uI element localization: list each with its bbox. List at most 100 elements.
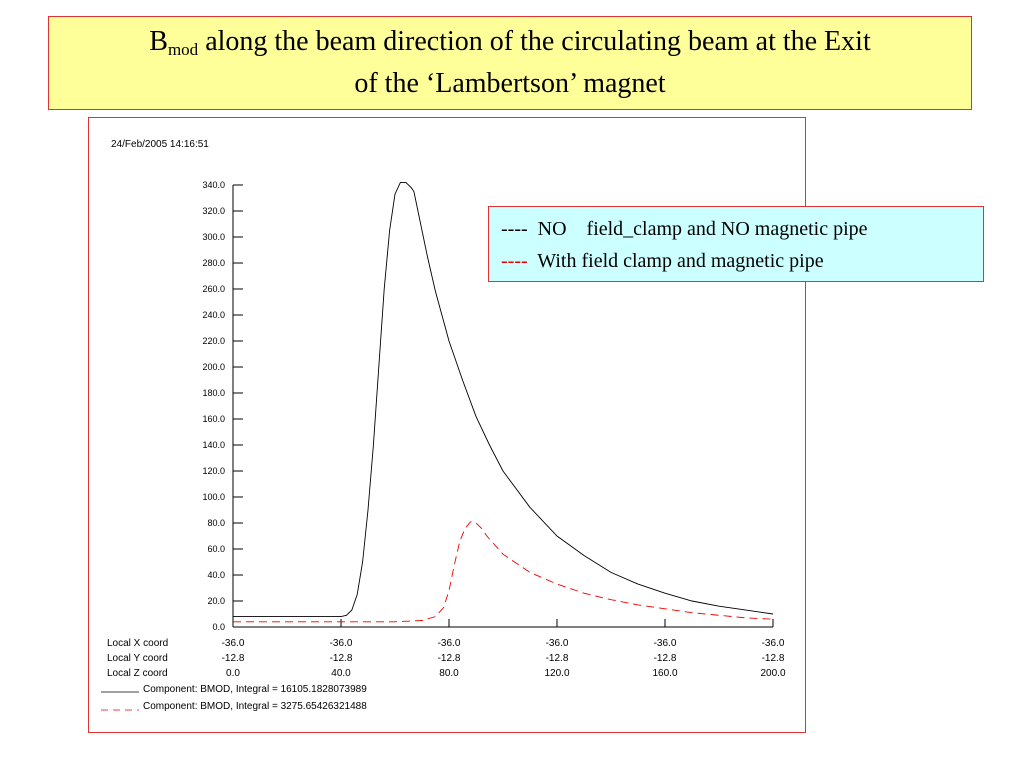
data-point: [400, 182, 401, 183]
y-tick-label: 200.0: [202, 362, 225, 372]
data-point: [232, 621, 233, 622]
data-point: [421, 230, 422, 231]
data-point: [378, 366, 379, 367]
coord-value: 120.0: [544, 668, 569, 679]
data-point: [427, 256, 428, 257]
data-point: [745, 617, 746, 618]
data-point: [475, 416, 476, 417]
component-label-black: Component: BMOD, Integral = 16105.182807…: [143, 684, 367, 695]
y-tick-label: 240.0: [202, 310, 225, 320]
coord-value: -12.8: [222, 653, 245, 664]
data-point: [367, 509, 368, 510]
data-point: [454, 564, 455, 565]
data-point: [465, 528, 466, 529]
coord-row-label: Local X coord: [107, 638, 168, 649]
data-point: [346, 615, 347, 616]
legend-label-black: NO field_clamp and NO magnetic pipe: [537, 218, 868, 240]
coord-value: -36.0: [330, 638, 353, 649]
data-point: [416, 204, 417, 205]
data-point: [394, 194, 395, 195]
data-point: [286, 616, 287, 617]
coord-value: -36.0: [222, 638, 245, 649]
y-tick-label: 340.0: [202, 180, 225, 190]
legend-label-red: With field clamp and magnetic pipe: [537, 250, 824, 272]
y-tick-label: 320.0: [202, 206, 225, 216]
y-tick-label: 160.0: [202, 414, 225, 424]
legend-item-red: ---- With field clamp and magnetic pipe: [501, 245, 983, 277]
title-subscript: mod: [167, 40, 199, 59]
data-point: [384, 288, 385, 289]
legend-item-black: ---- NO field_clamp and NO magnetic pipe: [501, 213, 983, 245]
coord-value: -12.8: [438, 653, 461, 664]
data-point: [745, 610, 746, 611]
data-point: [435, 291, 436, 292]
timestamp: 24/Feb/2005 14:16:51: [111, 139, 209, 150]
data-point: [459, 541, 460, 542]
data-point: [637, 584, 638, 585]
y-tick-label: 140.0: [202, 440, 225, 450]
coord-value: -12.8: [546, 653, 569, 664]
data-point: [486, 535, 487, 536]
data-point: [481, 528, 482, 529]
y-tick-label: 260.0: [202, 284, 225, 294]
data-point: [232, 616, 233, 617]
data-point: [502, 554, 503, 555]
legend: ---- NO field_clamp and NO magnetic pipe…: [488, 206, 984, 282]
y-tick-label: 0.0: [212, 622, 225, 632]
coord-value: 200.0: [760, 668, 785, 679]
data-point: [556, 535, 557, 536]
data-point: [556, 584, 557, 585]
coord-value: 80.0: [439, 668, 459, 679]
title-symbol: B: [149, 26, 168, 57]
data-point: [502, 470, 503, 471]
coord-value: -12.8: [654, 653, 677, 664]
coord-value: -36.0: [546, 638, 569, 649]
data-point: [448, 340, 449, 341]
data-point: [411, 187, 412, 188]
coord-value: 40.0: [331, 668, 351, 679]
data-point: [413, 191, 414, 192]
coord-value: 0.0: [226, 668, 240, 679]
chart: 24/Feb/2005 14:16:51 0.0 20.0 40.0 60.0 80.0 1…: [101, 139, 786, 712]
data-point: [443, 607, 444, 608]
coord-value: -36.0: [654, 638, 677, 649]
y-tick-label: 300.0: [202, 232, 225, 242]
y-tick-label: 60.0: [207, 544, 225, 554]
data-point: [475, 522, 476, 523]
data-point: [529, 507, 530, 508]
legend-dash-red: ----: [501, 250, 528, 272]
data-point: [421, 620, 422, 621]
data-point: [664, 593, 665, 594]
coord-value: 160.0: [652, 668, 677, 679]
data-point: [357, 594, 358, 595]
data-point: [691, 600, 692, 601]
coord-value: -12.8: [330, 653, 353, 664]
coord-value: -12.8: [762, 653, 785, 664]
data-point: [405, 182, 406, 183]
component-label-red: Component: BMOD, Integral = 3275.6542632…: [143, 701, 367, 712]
data-point: [462, 379, 463, 380]
data-point: [610, 572, 611, 573]
coord-row-label: Local Z coord: [107, 668, 168, 679]
y-tick-label: 180.0: [202, 388, 225, 398]
legend-dash-black: ----: [501, 218, 528, 240]
data-point: [664, 608, 665, 609]
y-tick-label: 80.0: [207, 518, 225, 528]
slide-title: Bmod along the beam direction of the cir…: [48, 16, 972, 110]
data-point: [583, 555, 584, 556]
y-tick-label: 280.0: [202, 258, 225, 268]
data-point: [529, 572, 530, 573]
data-point: [772, 619, 773, 620]
data-point: [470, 521, 471, 522]
data-point: [340, 621, 341, 622]
coord-value: -36.0: [762, 638, 785, 649]
data-point: [362, 561, 363, 562]
data-point: [691, 612, 692, 613]
data-point: [389, 230, 390, 231]
data-point: [340, 616, 341, 617]
data-point: [772, 613, 773, 614]
y-tick-label: 220.0: [202, 336, 225, 346]
y-tick-label: 20.0: [207, 596, 225, 606]
data-point: [637, 604, 638, 605]
data-point: [489, 444, 490, 445]
